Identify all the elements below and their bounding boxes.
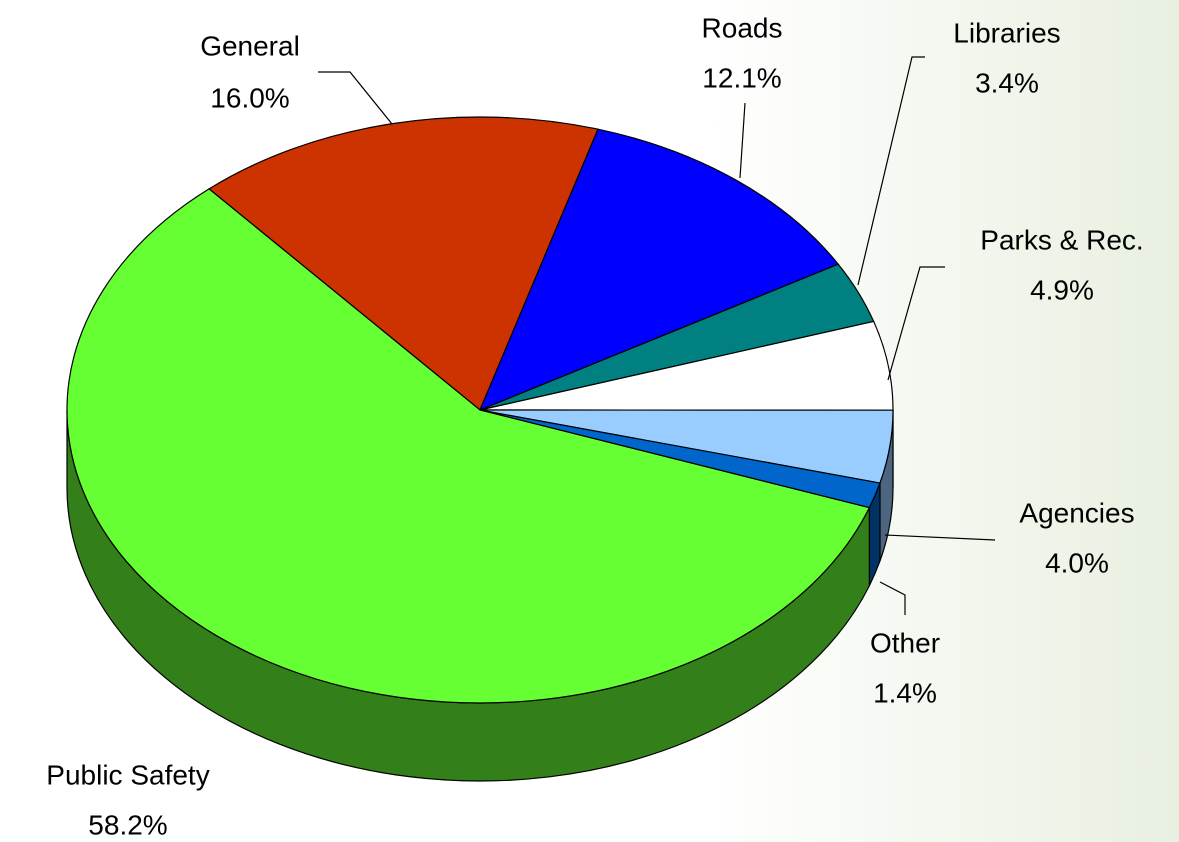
leader-line xyxy=(884,534,996,541)
slice xyxy=(478,128,840,412)
slice-value-label: 3.4% xyxy=(975,67,1039,98)
slice xyxy=(66,188,871,704)
slice-label: Other xyxy=(870,627,940,658)
slice-label: Agencies xyxy=(1019,497,1134,528)
slice-label: Parks & Rec. xyxy=(980,224,1143,255)
slice-value-label: 4.9% xyxy=(1030,274,1094,305)
slice xyxy=(208,116,599,411)
slice-label: Roads xyxy=(702,12,783,43)
leader-line xyxy=(857,56,925,286)
slice-label: General xyxy=(200,30,300,61)
leader-line xyxy=(887,266,945,381)
leader-line xyxy=(879,581,906,615)
slice-label: Libraries xyxy=(953,17,1060,48)
leader-line xyxy=(318,71,393,125)
slice-value-label: 12.1% xyxy=(702,62,781,93)
slice-label: Public Safety xyxy=(46,759,209,790)
slice-value-label: 58.2% xyxy=(88,809,167,840)
slice-value-label: 4.0% xyxy=(1045,547,1109,578)
leader-line xyxy=(739,102,746,179)
slice-value-label: 16.0% xyxy=(210,82,289,113)
slice-value-label: 1.4% xyxy=(873,677,937,708)
